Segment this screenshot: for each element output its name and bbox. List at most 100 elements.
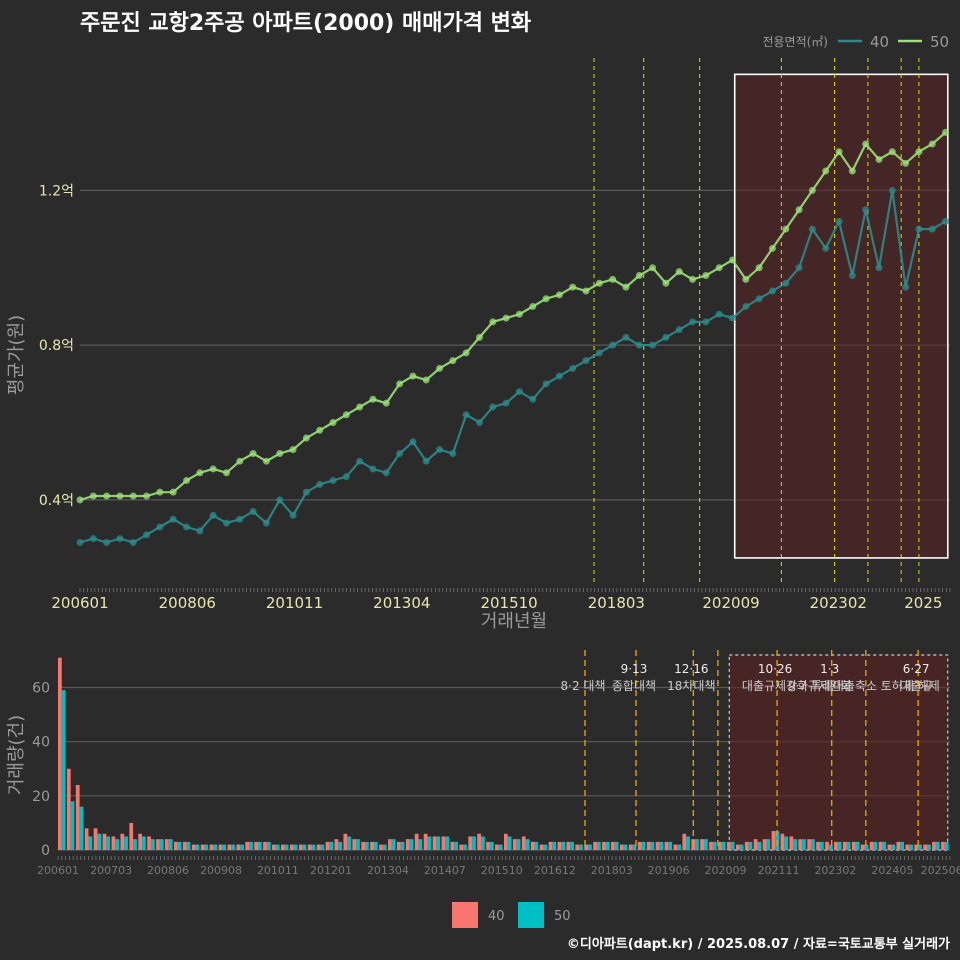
data-point-50 bbox=[196, 469, 204, 477]
bar-40 bbox=[334, 839, 339, 850]
data-point-40 bbox=[462, 411, 470, 419]
volume-chart: 8·2 대책 9·13 종합대책 12·16 18차대책 10·26 대출규제강화 1·3 규제… bbox=[6, 650, 960, 877]
bar-40 bbox=[388, 839, 392, 850]
data-point-40 bbox=[582, 357, 590, 365]
bar-40 bbox=[191, 844, 196, 850]
data-point-40 bbox=[675, 326, 683, 334]
bar-50 bbox=[561, 841, 566, 850]
bar-40 bbox=[869, 841, 874, 850]
bar-50 bbox=[712, 841, 717, 850]
bar-50 bbox=[159, 839, 164, 850]
data-point-50 bbox=[262, 457, 270, 465]
data-point-50 bbox=[822, 167, 830, 175]
data-point-40 bbox=[89, 535, 97, 543]
policy-label: 규제완화 bbox=[808, 679, 852, 693]
legend-label: 50 bbox=[554, 909, 571, 924]
bar-40 bbox=[307, 844, 312, 850]
policy-label: 종합대책 bbox=[612, 678, 656, 693]
bar-50 bbox=[454, 841, 458, 850]
bar-40 bbox=[798, 839, 803, 850]
data-point-50 bbox=[89, 492, 97, 500]
bar-50 bbox=[489, 841, 494, 850]
data-point-40 bbox=[888, 186, 896, 194]
data-point-40 bbox=[848, 272, 856, 280]
bar-50 bbox=[195, 844, 200, 850]
bar-50 bbox=[873, 841, 878, 850]
bar-50 bbox=[79, 806, 84, 850]
data-point-50 bbox=[782, 225, 790, 233]
bar-40 bbox=[477, 833, 481, 850]
bar-40 bbox=[352, 839, 357, 850]
x-tick-label: 201407 bbox=[424, 864, 466, 877]
data-point-40 bbox=[276, 496, 284, 504]
bar-40 bbox=[173, 841, 178, 850]
highlight-region bbox=[733, 73, 949, 559]
bar-50 bbox=[793, 839, 797, 850]
x-tick-label: 200806 bbox=[147, 864, 189, 877]
bar-40 bbox=[762, 839, 767, 850]
x-tick-label: 201011 bbox=[257, 864, 299, 877]
bar-50 bbox=[427, 836, 432, 850]
bar-40 bbox=[396, 841, 401, 850]
bar-50 bbox=[944, 841, 949, 850]
data-point-50 bbox=[569, 283, 577, 291]
bar-50 bbox=[266, 841, 271, 850]
data-point-40 bbox=[768, 287, 776, 295]
data-point-50 bbox=[156, 488, 164, 496]
data-point-40 bbox=[249, 507, 257, 515]
x-tick-label: 202506 bbox=[921, 864, 960, 877]
data-point-50 bbox=[542, 295, 550, 303]
bar-40 bbox=[200, 844, 205, 850]
data-point-50 bbox=[169, 488, 177, 496]
data-point-50 bbox=[369, 395, 377, 403]
data-point-50 bbox=[329, 419, 337, 427]
bar-40 bbox=[486, 841, 490, 850]
x-tick-label: 202009 bbox=[704, 864, 746, 877]
data-point-40 bbox=[622, 333, 630, 341]
data-point-50 bbox=[729, 256, 736, 264]
bar-50 bbox=[543, 844, 548, 850]
policy-date: 9·13 bbox=[621, 662, 648, 676]
bar-40 bbox=[102, 833, 107, 850]
data-point-50 bbox=[649, 264, 657, 272]
x-tick-label: 202302 bbox=[810, 594, 867, 612]
data-point-50 bbox=[635, 272, 643, 280]
bar-40 bbox=[851, 841, 856, 850]
data-point-50 bbox=[316, 426, 324, 434]
data-point-40 bbox=[822, 244, 830, 252]
bar-50 bbox=[748, 841, 753, 850]
data-point-40 bbox=[262, 519, 270, 527]
bar-50 bbox=[257, 841, 262, 850]
data-point-50 bbox=[715, 264, 723, 272]
bar-40 bbox=[896, 841, 901, 850]
bar-50 bbox=[721, 841, 726, 850]
bar-40 bbox=[468, 836, 473, 850]
bar-40 bbox=[673, 844, 678, 850]
bar-40 bbox=[628, 844, 633, 850]
data-point-50 bbox=[662, 279, 670, 287]
x-tick-label: 200703 bbox=[90, 864, 132, 877]
legend-label: 40 bbox=[488, 909, 505, 924]
x-tick-label: 201011 bbox=[266, 594, 323, 612]
bar-50 bbox=[552, 841, 557, 850]
bar-40 bbox=[655, 841, 660, 850]
bar-50 bbox=[659, 841, 664, 850]
bar-50 bbox=[311, 844, 316, 850]
bar-50 bbox=[240, 844, 244, 850]
bar-50 bbox=[275, 844, 280, 850]
data-point-50 bbox=[489, 318, 497, 326]
x-tick-label: 200806 bbox=[159, 594, 216, 612]
legend-label: 50 bbox=[930, 33, 949, 51]
data-point-50 bbox=[76, 496, 84, 504]
data-point-40 bbox=[316, 480, 324, 488]
bar-40 bbox=[611, 841, 615, 850]
data-point-50 bbox=[449, 357, 457, 365]
x-tick-label: 2025 bbox=[904, 594, 942, 612]
data-point-50 bbox=[249, 449, 257, 457]
data-point-40 bbox=[196, 527, 204, 535]
data-point-40 bbox=[289, 511, 297, 519]
bar-40 bbox=[111, 836, 116, 850]
bar-40 bbox=[147, 836, 151, 850]
data-point-50 bbox=[396, 380, 404, 388]
policy-label: 18차대책 bbox=[667, 678, 715, 693]
